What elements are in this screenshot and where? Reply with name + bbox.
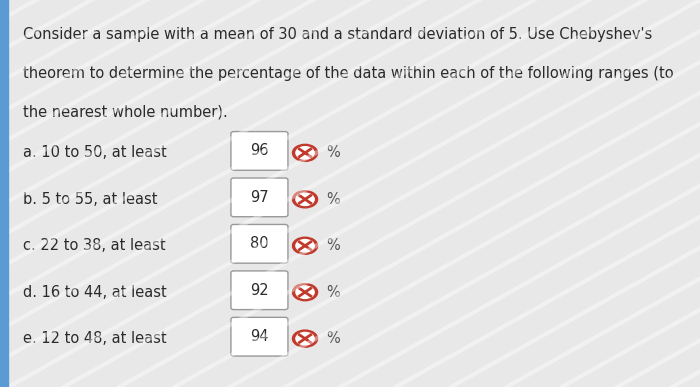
FancyBboxPatch shape <box>231 178 288 217</box>
Text: %: % <box>326 238 340 253</box>
Text: %: % <box>326 331 340 346</box>
Circle shape <box>293 330 318 347</box>
FancyBboxPatch shape <box>231 132 288 170</box>
Text: %: % <box>326 285 340 300</box>
Text: theorem to determine the percentage of the data within each of the following ran: theorem to determine the percentage of t… <box>23 66 673 81</box>
Text: 80: 80 <box>250 236 269 251</box>
FancyBboxPatch shape <box>231 224 288 263</box>
Text: 92: 92 <box>250 283 269 298</box>
Text: c. 22 to 38, at least: c. 22 to 38, at least <box>23 238 165 253</box>
Text: 94: 94 <box>250 329 269 344</box>
Text: %: % <box>326 146 340 160</box>
Circle shape <box>296 286 314 298</box>
Text: d. 16 to 44, at least: d. 16 to 44, at least <box>23 285 167 300</box>
Circle shape <box>293 237 318 254</box>
Circle shape <box>293 144 318 161</box>
Text: e. 12 to 48, at least: e. 12 to 48, at least <box>23 331 167 346</box>
Text: Consider a sample with a mean of 30 and a standard deviation of 5. Use Chebyshev: Consider a sample with a mean of 30 and … <box>23 27 652 42</box>
Circle shape <box>296 332 314 345</box>
Text: b. 5 to 55, at least: b. 5 to 55, at least <box>23 192 158 207</box>
Circle shape <box>296 193 314 205</box>
Text: 96: 96 <box>250 144 269 158</box>
Circle shape <box>296 147 314 159</box>
Circle shape <box>296 240 314 252</box>
Circle shape <box>293 284 318 301</box>
FancyBboxPatch shape <box>231 317 288 356</box>
Text: the nearest whole number).: the nearest whole number). <box>23 104 228 120</box>
Text: a. 10 to 50, at least: a. 10 to 50, at least <box>23 146 167 160</box>
FancyBboxPatch shape <box>231 271 288 310</box>
Circle shape <box>293 191 318 208</box>
Text: 97: 97 <box>250 190 269 205</box>
Text: %: % <box>326 192 340 207</box>
